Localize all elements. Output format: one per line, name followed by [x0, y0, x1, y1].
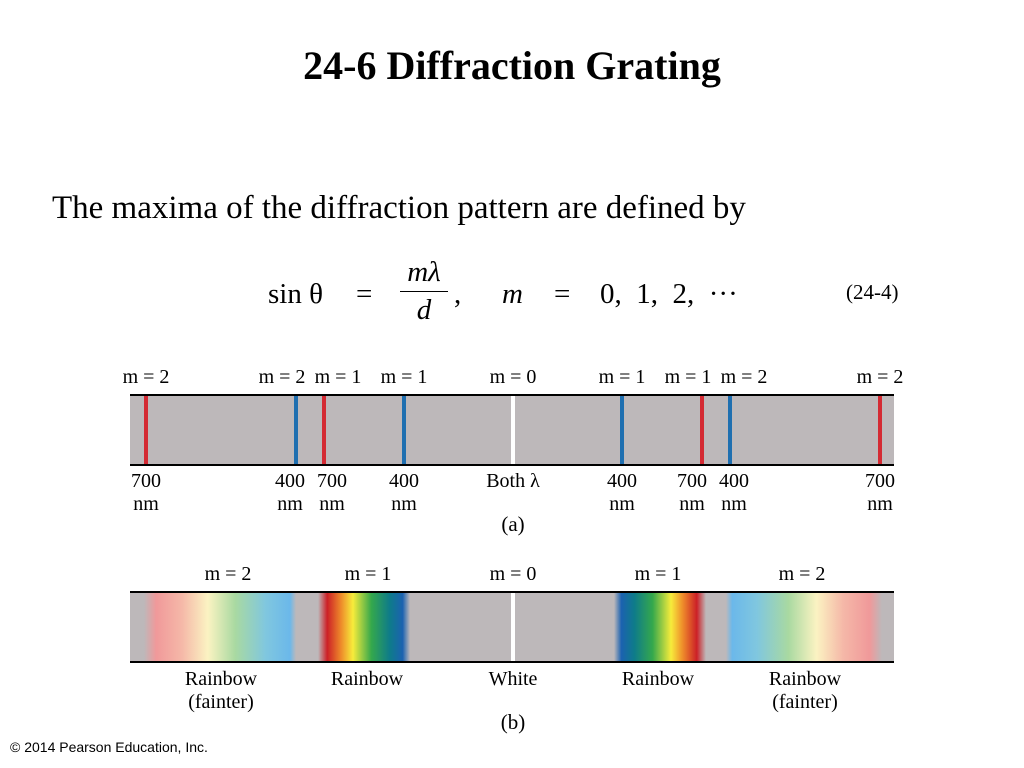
order-label: m = 0	[489, 366, 537, 388]
wavelength-value: 700	[677, 470, 707, 492]
wavelength-unit: nm	[277, 493, 303, 515]
wavelength-label: 400 nm	[389, 470, 419, 516]
white-line	[511, 396, 515, 464]
red-line	[878, 396, 882, 464]
rainbow-band	[318, 593, 410, 661]
equation-fraction: mλ d	[396, 256, 452, 327]
wavelength-unit: nm	[609, 493, 635, 515]
equation-lhs: sin θ	[268, 278, 323, 310]
wavelength-value: Both λ	[486, 470, 540, 492]
wavelength-value: 700	[865, 470, 895, 492]
band-label-line: (fainter)	[772, 691, 838, 713]
spectrum-band-a	[130, 394, 894, 466]
band-label: Rainbow (fainter)	[185, 668, 257, 714]
band-label: White	[489, 668, 538, 691]
order-label: m = 0	[489, 563, 537, 585]
wavelength-value: 400	[389, 470, 419, 492]
order-label: m = 1	[380, 366, 428, 388]
wavelength-value: 400	[719, 470, 749, 492]
wavelength-label: 400 nm	[275, 470, 305, 516]
red-line	[144, 396, 148, 464]
red-line	[700, 396, 704, 464]
band-label-line: Rainbow	[184, 668, 258, 690]
copyright-notice: © 2014 Pearson Education, Inc.	[10, 739, 208, 755]
equation-values: 0, 1, 2, ···	[600, 278, 738, 310]
equation-equals-2: =	[554, 278, 571, 310]
band-label-line: Rainbow	[330, 668, 404, 690]
red-line	[322, 396, 326, 464]
band-label-line: (fainter)	[188, 691, 254, 713]
order-label: m = 2	[258, 366, 306, 388]
wavelength-label: Both λ	[486, 470, 540, 493]
white-line	[511, 593, 515, 661]
grating-equation: sin θ = mλ d , m = 0, 1, 2, ···	[268, 256, 788, 336]
spectrum-band-b	[130, 591, 894, 663]
band-label: Rainbow	[331, 668, 403, 691]
figure-a-caption: (a)	[501, 512, 525, 536]
wavelength-value: 700	[131, 470, 161, 492]
blue-line	[728, 396, 732, 464]
wavelength-label: 700 nm	[317, 470, 347, 516]
band-label-line: Rainbow	[621, 668, 695, 690]
figure-b-caption: (b)	[500, 710, 526, 734]
order-label: m = 2	[204, 563, 252, 585]
fraction-bar	[400, 291, 448, 292]
order-label: m = 1	[314, 366, 362, 388]
blue-line	[402, 396, 406, 464]
band-label-line: Rainbow	[768, 668, 842, 690]
order-label: m = 2	[122, 366, 170, 388]
order-label: m = 1	[634, 563, 682, 585]
rainbow-band	[614, 593, 706, 661]
rainbow-fainter-band	[144, 593, 296, 661]
order-label: m = 2	[856, 366, 904, 388]
equation-numerator: mλ	[407, 256, 441, 288]
equation-denominator: d	[416, 294, 432, 326]
wavelength-unit: nm	[679, 493, 705, 515]
wavelength-unit: nm	[721, 493, 747, 515]
band-label: Rainbow (fainter)	[769, 668, 841, 714]
wavelength-value: 400	[607, 470, 637, 492]
order-label: m = 2	[778, 563, 826, 585]
wavelength-label: 700 nm	[865, 470, 895, 516]
equation-equals: =	[356, 278, 373, 310]
blue-line	[294, 396, 298, 464]
wavelength-label: 400 nm	[719, 470, 749, 516]
order-label: m = 1	[664, 366, 712, 388]
wavelength-label: 700 nm	[131, 470, 161, 516]
wavelength-unit: nm	[133, 493, 159, 515]
order-label: m = 2	[720, 366, 768, 388]
wavelength-unit: nm	[867, 493, 893, 515]
wavelength-unit: nm	[319, 493, 345, 515]
wavelength-label: 400 nm	[607, 470, 637, 516]
equation-comma: ,	[454, 278, 462, 310]
equation-number: (24-4)	[846, 280, 899, 304]
wavelength-label: 700 nm	[677, 470, 707, 516]
wavelength-unit: nm	[391, 493, 417, 515]
band-label: Rainbow	[622, 668, 694, 691]
order-label: m = 1	[598, 366, 646, 388]
equation-m: m	[502, 278, 523, 310]
order-label: m = 1	[344, 563, 392, 585]
rainbow-fainter-band	[726, 593, 882, 661]
band-label-line: White	[488, 668, 538, 690]
blue-line	[620, 396, 624, 464]
wavelength-value: 700	[317, 470, 347, 492]
slide-title: 24-6 Diffraction Grating	[303, 43, 721, 88]
wavelength-value: 400	[275, 470, 305, 492]
body-text: The maxima of the diffraction pattern ar…	[52, 190, 746, 226]
